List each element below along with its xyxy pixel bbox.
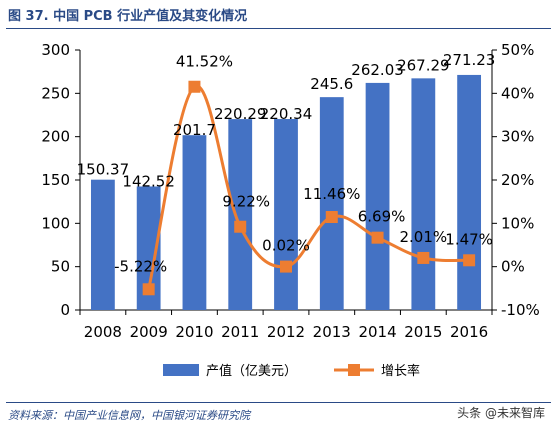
growth-marker — [142, 283, 155, 296]
legend-line-label: 增长率 — [381, 363, 420, 379]
growth-value-label: 11.46% — [303, 185, 360, 203]
growth-value-label: 2.01% — [400, 228, 448, 246]
bar-value-label: 262.03 — [351, 61, 404, 79]
growth-marker — [325, 211, 338, 224]
bar — [90, 179, 115, 310]
x-tick-label: 2015 — [404, 323, 442, 341]
right-tick-label: 10% — [501, 214, 534, 232]
bar-value-label: 220.29 — [214, 105, 267, 123]
left-tick-label: 300 — [41, 41, 70, 59]
right-tick-label: 30% — [501, 128, 534, 146]
bar-value-label: 245.6 — [310, 75, 353, 93]
page-title: 图 37. 中国 PCB 行业产值及其变化情况 — [8, 9, 248, 24]
bar-value-label: 142.52 — [122, 172, 175, 190]
right-tick-label: 50% — [501, 41, 534, 59]
left-tick-label: 50 — [51, 258, 70, 276]
x-tick-label: 2016 — [450, 323, 488, 341]
bar — [228, 119, 253, 310]
source-note: 资料来源：中国产业信息网，中国银河证券研究院 — [8, 409, 250, 422]
bar-value-label: 150.37 — [77, 161, 130, 179]
x-tick-label: 2013 — [313, 323, 351, 341]
left-tick-label: 200 — [41, 128, 70, 146]
source-divider — [6, 402, 551, 403]
growth-value-label: 1.47% — [445, 230, 493, 248]
growth-marker — [188, 80, 201, 93]
title-divider — [6, 28, 551, 29]
x-tick-label: 2011 — [221, 323, 259, 341]
growth-value-label: 9.22% — [222, 193, 270, 211]
bar — [457, 74, 482, 311]
legend-bar-label: 产值（亿美元） — [206, 363, 297, 379]
bar — [319, 97, 344, 310]
growth-value-label: 0.02% — [262, 237, 310, 255]
x-tick-label: 2012 — [267, 323, 305, 341]
growth-value-label: -5.22% — [114, 257, 167, 275]
bar-value-label: 271.23 — [443, 51, 496, 69]
right-tick-label: -10% — [501, 301, 540, 319]
growth-marker — [463, 254, 476, 267]
left-tick-label: 0 — [60, 301, 70, 319]
bar — [136, 186, 161, 310]
x-tick-label: 2014 — [358, 323, 396, 341]
x-tick-label: 2009 — [130, 323, 168, 341]
growth-marker — [371, 231, 384, 244]
growth-marker — [280, 260, 292, 273]
bar-value-label: 267.29 — [397, 56, 450, 74]
left-tick-label: 250 — [41, 84, 70, 102]
bar — [274, 119, 298, 310]
bar — [365, 82, 390, 310]
right-tick-label: 0% — [501, 258, 525, 276]
left-tick-label: 100 — [41, 214, 70, 232]
growth-value-label: 6.69% — [358, 208, 406, 226]
bar — [182, 135, 207, 310]
growth-value-label: 41.52% — [176, 53, 233, 71]
x-tick-label: 2008 — [84, 323, 122, 341]
bar — [411, 78, 436, 310]
watermark: 头条 @未来智库 — [455, 404, 547, 421]
legend-bar-swatch — [163, 364, 199, 376]
right-tick-label: 40% — [501, 84, 534, 102]
bar-value-label: 220.34 — [260, 105, 313, 123]
growth-marker — [234, 220, 247, 233]
bar-value-label: 201.7 — [173, 121, 216, 139]
left-tick-label: 150 — [41, 171, 70, 189]
legend-line-marker — [348, 364, 360, 376]
right-tick-label: 20% — [501, 171, 534, 189]
growth-marker — [417, 251, 430, 264]
x-tick-label: 2010 — [175, 323, 213, 341]
chart: 0 50 100 150 200 250 300 -10% 0% 10% 20% 30% 40% 50% 2… — [41, 41, 540, 379]
